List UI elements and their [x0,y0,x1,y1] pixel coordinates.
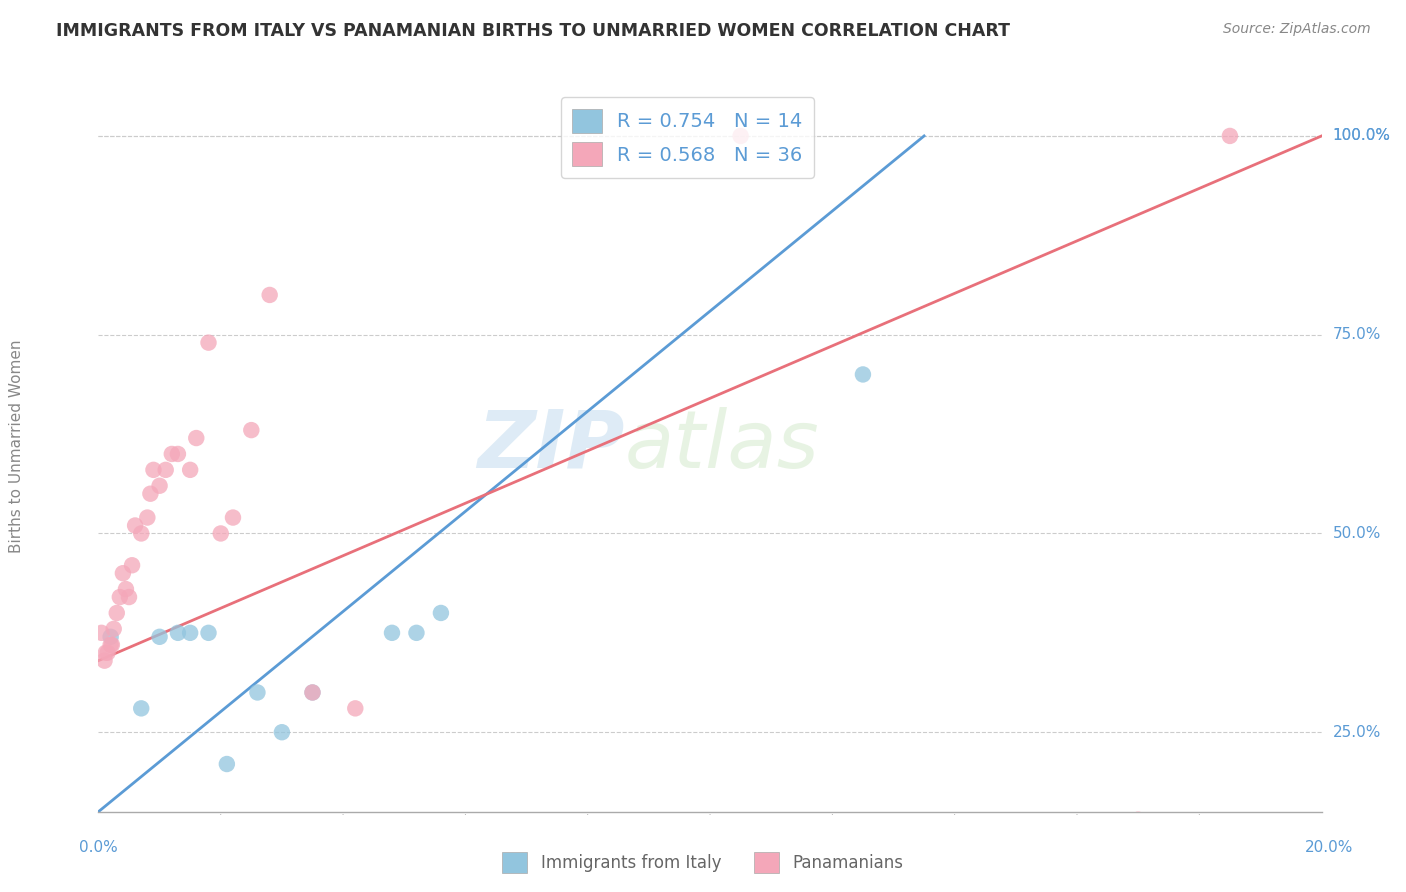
Point [129,701,152,715]
Point [179,463,201,477]
Point [124,518,146,533]
Point [167,625,190,640]
Point [197,625,219,640]
Text: 0.0%: 0.0% [79,840,118,855]
Point [197,335,219,350]
Text: 20.0%: 20.0% [1305,840,1353,855]
Text: 25.0%: 25.0% [1333,724,1381,739]
Point [246,685,269,699]
Point [149,479,172,493]
Text: 50.0%: 50.0% [1333,526,1381,541]
Point [129,526,152,541]
Point [142,463,165,477]
Point [270,725,294,739]
Point [405,625,427,640]
Point [149,630,172,644]
Text: Births to Unmarried Women: Births to Unmarried Women [10,339,24,553]
Text: ZIP: ZIP [477,407,624,485]
Point [186,431,208,445]
Point [101,638,124,652]
Legend: R = 0.754   N = 14, R = 0.568   N = 36: R = 0.754 N = 14, R = 0.568 N = 36 [561,97,814,178]
Text: 75.0%: 75.0% [1333,327,1381,343]
Point [94,646,117,660]
Point [301,685,323,699]
Point [209,526,232,541]
Point [160,447,183,461]
Point [259,288,281,302]
Point [430,606,453,620]
Text: atlas: atlas [624,407,820,485]
Point [139,486,162,500]
Point [97,646,120,660]
Point [167,447,190,461]
Point [381,625,404,640]
Text: 100.0%: 100.0% [1333,128,1391,144]
Point [222,510,245,524]
Point [90,625,112,640]
Point [179,625,201,640]
Point [111,566,134,581]
Point [852,368,875,382]
Point [115,582,138,596]
Text: Source: ZipAtlas.com: Source: ZipAtlas.com [1223,22,1371,37]
Point [100,630,122,644]
Point [1219,128,1241,143]
Point [301,685,323,699]
Point [93,654,115,668]
Legend: Immigrants from Italy, Panamanians: Immigrants from Italy, Panamanians [495,846,911,880]
Text: IMMIGRANTS FROM ITALY VS PANAMANIAN BIRTHS TO UNMARRIED WOMEN CORRELATION CHART: IMMIGRANTS FROM ITALY VS PANAMANIAN BIRT… [56,22,1011,40]
Point [1128,813,1150,827]
Point [105,606,128,620]
Point [155,463,177,477]
Point [118,590,141,604]
Point [103,622,125,636]
Point [240,423,263,437]
Point [215,757,238,772]
Point [730,128,752,143]
Point [136,510,159,524]
Point [344,701,367,715]
Point [108,590,131,604]
Point [100,638,122,652]
Text: 100.0%: 100.0% [1333,128,1391,144]
Point [121,558,143,573]
